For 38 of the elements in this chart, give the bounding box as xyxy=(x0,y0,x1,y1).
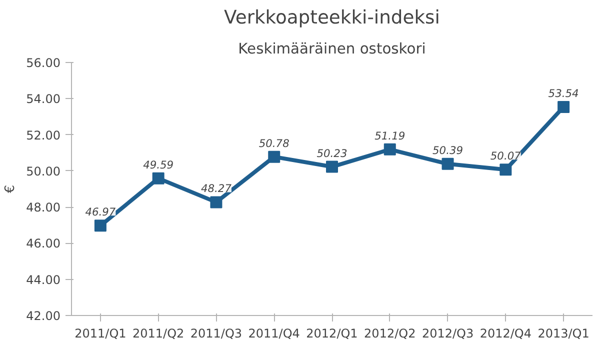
data-label: 49.59 xyxy=(143,158,174,172)
y-tick-label: 56.00 xyxy=(26,56,61,70)
y-tick-label: 54.00 xyxy=(26,92,61,106)
y-axis-title: € xyxy=(3,184,18,194)
point xyxy=(442,158,454,170)
point xyxy=(384,143,396,156)
x-tick-label: 2012/Q3 xyxy=(422,326,474,340)
data-label: 48.27 xyxy=(200,182,232,196)
point xyxy=(326,160,338,173)
data-label: 50.78 xyxy=(258,136,290,150)
x-tick-label: 2012/Q2 xyxy=(364,326,416,340)
data-label: 50.07 xyxy=(490,150,522,163)
x-tick-label: 2011/Q1 xyxy=(74,326,126,340)
y-tick-label: 46.00 xyxy=(26,236,61,251)
x-tick-label: 2012/Q4 xyxy=(480,326,532,340)
data-label: 46.97 xyxy=(85,206,116,219)
y-tick-label: 42.00 xyxy=(26,309,61,323)
point xyxy=(558,100,570,113)
data-label: 53.54 xyxy=(548,86,580,100)
data-label: 50.23 xyxy=(316,146,348,160)
point xyxy=(94,220,106,232)
y-tick-label: 52.00 xyxy=(26,128,61,142)
chart-subtitle: Keskimääräinen ostoskori xyxy=(238,40,426,58)
x-tick-label: 2013/Q1 xyxy=(538,326,590,340)
point xyxy=(268,150,280,163)
x-tick-label: 2011/Q3 xyxy=(190,326,242,340)
y-tick-label: 50.00 xyxy=(26,164,61,178)
x-tick-label: 2011/Q2 xyxy=(132,326,184,340)
x-tick-label: 2011/Q4 xyxy=(248,326,300,340)
x-tick-label: 2012/Q1 xyxy=(306,326,358,340)
y-tick-label: 48.00 xyxy=(26,200,61,215)
point xyxy=(210,196,222,208)
data-label: 51.19 xyxy=(374,129,406,142)
chart-title: Verkkoapteekki-indeksi xyxy=(224,8,440,28)
point xyxy=(152,172,164,184)
point xyxy=(500,164,512,176)
data-label: 50.39 xyxy=(432,144,464,157)
y-tick-label: 44.00 xyxy=(26,272,61,287)
